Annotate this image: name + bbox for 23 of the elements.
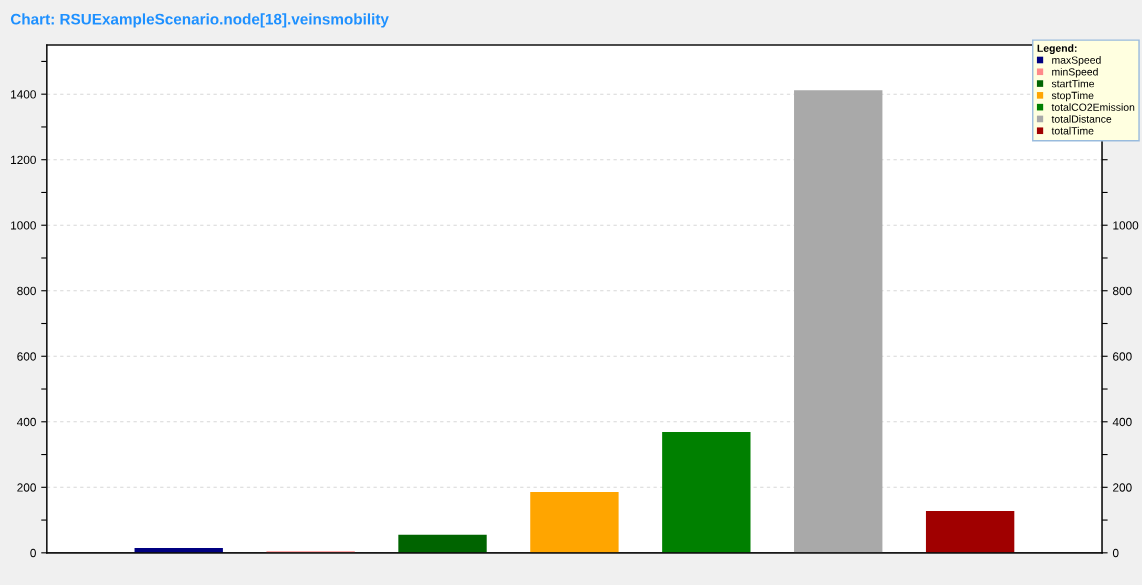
y-tick-label: 1200: [11, 155, 36, 165]
y2-tick-label: 1000: [1113, 221, 1139, 230]
legend-label: minSpeed: [1052, 67, 1098, 78]
chart-title: Chart: RSUExampleScenario.node[18].veinsmobility: [10, 13, 389, 28]
y2-tick-label: 600: [1113, 352, 1132, 361]
y-tick-label: 0: [30, 548, 36, 558]
y-tick-label: 1400: [11, 90, 36, 99]
y2-tick-label: 200: [1113, 483, 1132, 492]
legend-label: maxSpeed: [1052, 56, 1101, 66]
legend-label: totalTime: [1051, 126, 1094, 135]
y-tick-label: 800: [17, 286, 36, 296]
y2-tick-label: 0: [1112, 548, 1119, 558]
y2-tick-label: 400: [1112, 417, 1132, 427]
y-tick-label: 400: [16, 417, 36, 427]
y-tick-label: 200: [17, 483, 36, 492]
y-tick-label: 1000: [11, 221, 36, 230]
legend-label: stopTime: [1051, 91, 1094, 102]
legend-label: startTime: [1051, 79, 1095, 88]
y2-tick-label: 800: [1112, 286, 1132, 296]
y-tick-label: 600: [17, 352, 36, 361]
legend-title: Legend:: [1037, 44, 1077, 55]
legend-label: totalDistance: [1051, 115, 1112, 123]
legend-label: totalCO2Emission: [1051, 103, 1135, 111]
